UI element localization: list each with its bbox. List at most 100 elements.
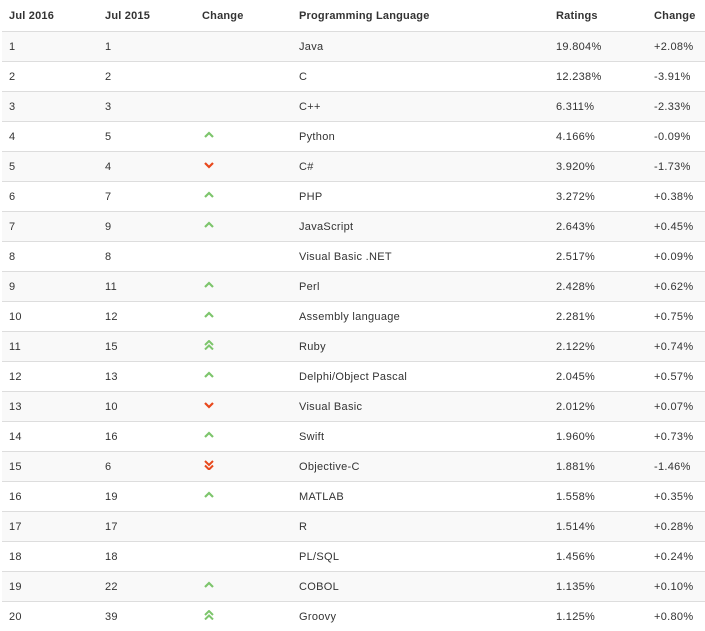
rank-2016-cell: 12 [2, 362, 98, 392]
language-cell: C [292, 62, 549, 92]
rank-2015-cell: 6 [98, 452, 195, 482]
rating-cell: 12.238% [549, 62, 647, 92]
language-cell: PHP [292, 182, 549, 212]
rating-cell: 2.281% [549, 302, 647, 332]
rank-2016-cell: 4 [2, 122, 98, 152]
rank-2016-cell: 10 [2, 302, 98, 332]
language-cell: Groovy [292, 602, 549, 631]
header-rating-change[interactable]: Change [647, 0, 705, 32]
language-cell: C# [292, 152, 549, 182]
trend-cell [195, 602, 292, 631]
trend-cell [195, 92, 292, 122]
rank-2016-cell: 9 [2, 272, 98, 302]
rating-cell: 1.558% [549, 482, 647, 512]
language-cell: Objective-C [292, 452, 549, 482]
rating-cell: 2.045% [549, 362, 647, 392]
rank-2015-cell: 10 [98, 392, 195, 422]
rank-2016-cell: 15 [2, 452, 98, 482]
rank-2016-cell: 20 [2, 602, 98, 631]
rating-cell: 3.272% [549, 182, 647, 212]
rating-change-cell: +0.80% [647, 602, 705, 631]
header-jul-2016[interactable]: Jul 2016 [2, 0, 98, 32]
trend-cell [195, 392, 292, 422]
trend-cell [195, 242, 292, 272]
rating-change-cell: -3.91% [647, 62, 705, 92]
header-language[interactable]: Programming Language [292, 0, 549, 32]
arrow-up-icon [203, 190, 215, 200]
rank-2016-cell: 14 [2, 422, 98, 452]
double-arrow-up-icon [203, 610, 215, 620]
rank-2016-cell: 11 [2, 332, 98, 362]
header-jul-2015[interactable]: Jul 2015 [98, 0, 195, 32]
rating-change-cell: +0.62% [647, 272, 705, 302]
language-cell: Swift [292, 422, 549, 452]
rank-2016-cell: 6 [2, 182, 98, 212]
arrow-down-icon [203, 160, 215, 170]
language-cell: C++ [292, 92, 549, 122]
rating-change-cell: +0.75% [647, 302, 705, 332]
table-header: Jul 2016 Jul 2015 Change Programming Lan… [2, 0, 705, 32]
rank-2016-cell: 7 [2, 212, 98, 242]
rank-2015-cell: 2 [98, 62, 195, 92]
rank-2016-cell: 3 [2, 92, 98, 122]
rank-2016-cell: 5 [2, 152, 98, 182]
rank-2015-cell: 16 [98, 422, 195, 452]
rating-change-cell: +0.10% [647, 572, 705, 602]
rating-cell: 6.311% [549, 92, 647, 122]
trend-cell [195, 152, 292, 182]
rating-change-cell: +0.73% [647, 422, 705, 452]
rating-cell: 19.804% [549, 32, 647, 62]
trend-cell [195, 302, 292, 332]
language-cell: Java [292, 32, 549, 62]
trend-cell [195, 62, 292, 92]
double-arrow-down-icon [203, 460, 215, 470]
rating-change-cell: +0.38% [647, 182, 705, 212]
language-cell: Visual Basic [292, 392, 549, 422]
double-arrow-up-icon [203, 340, 215, 350]
rank-2015-cell: 19 [98, 482, 195, 512]
rating-cell: 1.456% [549, 542, 647, 572]
language-cell: JavaScript [292, 212, 549, 242]
language-cell: Delphi/Object Pascal [292, 362, 549, 392]
rating-change-cell: +0.45% [647, 212, 705, 242]
rating-cell: 3.920% [549, 152, 647, 182]
rank-2015-cell: 18 [98, 542, 195, 572]
rating-change-cell: +0.74% [647, 332, 705, 362]
arrow-up-icon [203, 370, 215, 380]
rating-change-cell: +0.28% [647, 512, 705, 542]
rank-2015-cell: 9 [98, 212, 195, 242]
rank-2015-cell: 39 [98, 602, 195, 631]
rating-cell: 1.135% [549, 572, 647, 602]
rating-change-cell: +0.35% [647, 482, 705, 512]
rating-cell: 1.881% [549, 452, 647, 482]
language-cell: Ruby [292, 332, 549, 362]
header-change[interactable]: Change [195, 0, 292, 32]
trend-cell [195, 272, 292, 302]
trend-cell [195, 422, 292, 452]
trend-cell [195, 362, 292, 392]
rank-2015-cell: 1 [98, 32, 195, 62]
rating-change-cell: +2.08% [647, 32, 705, 62]
rank-2016-cell: 17 [2, 512, 98, 542]
arrow-up-icon [203, 430, 215, 440]
arrow-up-icon [203, 310, 215, 320]
rank-2016-cell: 1 [2, 32, 98, 62]
language-cell: COBOL [292, 572, 549, 602]
rank-2015-cell: 7 [98, 182, 195, 212]
rating-cell: 1.960% [549, 422, 647, 452]
trend-cell [195, 182, 292, 212]
rating-change-cell: -0.09% [647, 122, 705, 152]
header-ratings[interactable]: Ratings [549, 0, 647, 32]
rank-2015-cell: 3 [98, 92, 195, 122]
language-cell: MATLAB [292, 482, 549, 512]
